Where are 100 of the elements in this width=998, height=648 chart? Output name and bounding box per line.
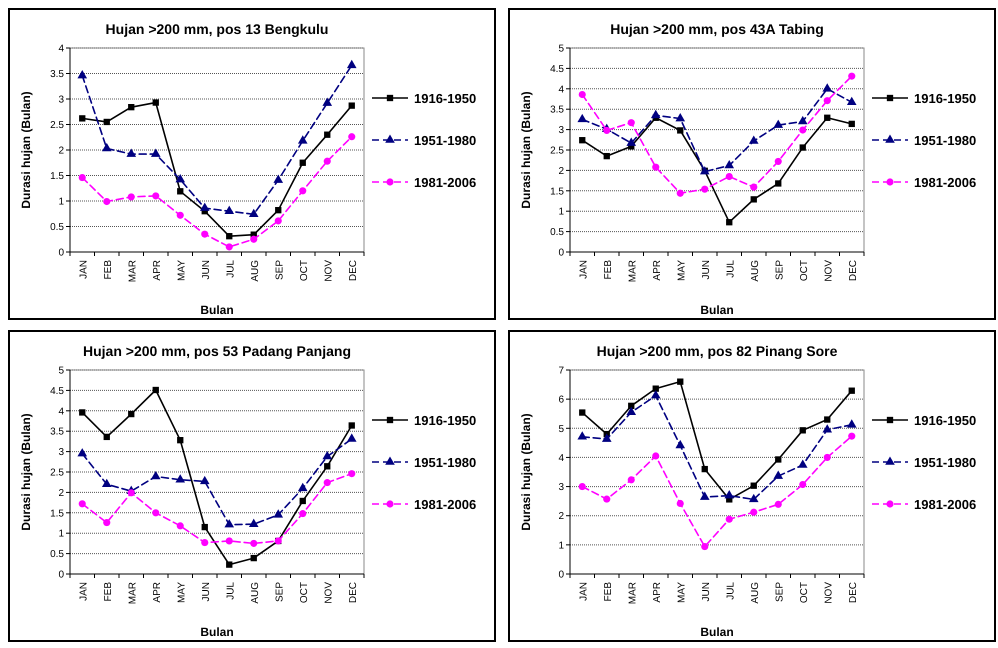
point	[750, 482, 757, 489]
point	[700, 492, 710, 500]
x-tick-label: NOV	[323, 582, 334, 604]
y-tick-label: 0.5	[550, 227, 564, 238]
y-tick-label: 0.5	[50, 549, 64, 560]
point	[748, 494, 759, 502]
x-tick-label: APR	[152, 260, 163, 281]
point	[799, 126, 806, 134]
point	[822, 424, 832, 433]
y-tick-label: 4	[558, 452, 564, 464]
y-tick-label: 4	[58, 44, 64, 54]
chart-title: Hujan >200 mm, pos 13 Bengkulu	[106, 21, 328, 37]
point	[102, 142, 112, 152]
point	[128, 489, 135, 496]
x-tick-label: JUN	[200, 582, 212, 602]
x-tick-label: SEP	[274, 582, 286, 602]
x-tick-label: AUG	[750, 582, 761, 604]
point	[152, 192, 160, 200]
x-tick-label: JAN	[78, 582, 90, 601]
x-tick-label: JUL	[725, 260, 736, 278]
point	[701, 543, 708, 550]
x-tick-label: OCT	[798, 582, 810, 604]
point	[824, 454, 831, 461]
point	[348, 133, 356, 140]
point	[726, 172, 733, 180]
y-tick-label: 2.5	[50, 468, 64, 478]
point	[202, 524, 208, 530]
point	[248, 518, 259, 527]
x-tick-label: JUN	[200, 260, 212, 280]
point	[224, 206, 234, 214]
point	[579, 409, 586, 416]
x-tick-label: FEB	[602, 582, 614, 602]
point	[676, 190, 684, 197]
point	[322, 450, 332, 460]
point	[652, 385, 659, 392]
point	[78, 174, 86, 182]
x-tick-label: DEC	[848, 582, 859, 604]
y-tick-label: 0	[558, 248, 564, 258]
point	[250, 540, 258, 547]
point	[175, 474, 186, 483]
point	[126, 148, 136, 157]
point	[78, 500, 86, 508]
point	[324, 158, 331, 165]
y-tick-label: 3.5	[550, 104, 564, 116]
x-tick-label: MAR	[627, 260, 638, 282]
legend-label: 1981-2006	[914, 497, 976, 512]
x-tick-label: DEC	[348, 260, 359, 282]
point	[848, 432, 856, 440]
point	[650, 390, 661, 398]
y-tick-label: 4	[58, 406, 64, 418]
point	[298, 482, 308, 492]
y-tick-label: 3	[558, 125, 564, 136]
point	[226, 561, 232, 568]
point	[822, 83, 832, 92]
point	[775, 456, 782, 463]
point	[128, 104, 134, 110]
y-tick-label: 2	[558, 511, 564, 522]
y-tick-label: 6	[558, 394, 564, 406]
x-tick-label: MAY	[676, 582, 688, 603]
point	[798, 459, 808, 468]
point	[652, 452, 660, 460]
point	[774, 500, 782, 508]
legend-label: 1916-1950	[914, 413, 976, 428]
point	[750, 196, 757, 203]
point	[848, 120, 855, 128]
point	[298, 135, 308, 144]
point	[628, 402, 634, 410]
chart-title: Hujan >200 mm, pos 53 Padang Panjang	[82, 343, 352, 359]
point	[676, 500, 684, 508]
y-axis-title: Durasi hujan (Bulan)	[519, 413, 533, 531]
point	[774, 158, 782, 165]
y-tick-label: 3.5	[50, 426, 64, 438]
x-axis-title: Bulan	[200, 303, 234, 317]
point	[577, 114, 588, 122]
y-tick-label: 1	[558, 206, 564, 218]
point	[226, 243, 233, 250]
point	[79, 409, 86, 416]
x-tick-label: MAY	[176, 582, 188, 603]
y-axis-title: Durasi hujan (Bulan)	[519, 91, 533, 209]
legend-label: 1951-1980	[414, 455, 476, 470]
y-tick-label: 2	[58, 488, 64, 499]
x-tick-label: APR	[652, 582, 663, 603]
y-tick-label: 0.5	[50, 222, 64, 233]
y-axis-title: Durasi hujan (Bulan)	[19, 413, 33, 531]
legend-label: 1916-1950	[914, 91, 976, 106]
point	[150, 470, 161, 480]
y-tick-label: 2.5	[50, 120, 64, 131]
point	[726, 219, 732, 226]
point	[200, 476, 210, 484]
x-tick-label: AUG	[250, 582, 261, 604]
point	[299, 510, 306, 518]
point	[800, 144, 806, 151]
x-tick-label: NOV	[823, 260, 834, 282]
point	[750, 184, 758, 191]
legend-label: 1916-1950	[414, 91, 476, 106]
point	[775, 180, 782, 187]
point	[299, 187, 306, 194]
x-tick-label: OCT	[798, 260, 810, 282]
legend-label: 1951-1980	[914, 455, 976, 470]
point	[274, 217, 282, 224]
